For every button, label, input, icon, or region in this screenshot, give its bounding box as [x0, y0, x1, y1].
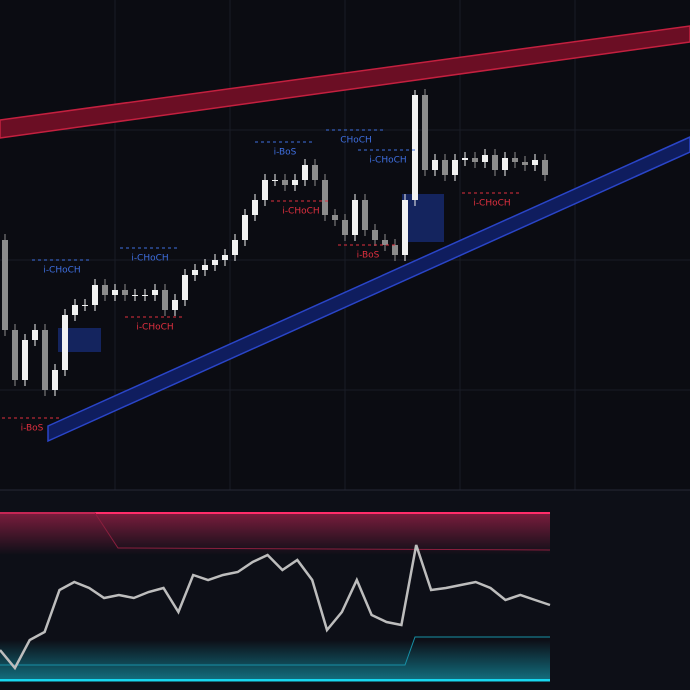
candle-body — [362, 200, 368, 230]
structure-label: i-CHoCH — [369, 156, 406, 166]
structure-label: i-CHoCH — [136, 323, 173, 333]
candle-body — [52, 370, 58, 390]
candle-body — [22, 340, 28, 380]
candle-body — [442, 160, 448, 175]
order-block — [402, 194, 444, 242]
candle-body — [312, 165, 318, 180]
candle-body — [482, 155, 488, 162]
candle-body — [182, 275, 188, 300]
candle-body — [92, 285, 98, 305]
candle-body — [42, 330, 48, 390]
candle-body — [152, 290, 158, 295]
candle-body — [222, 255, 228, 260]
upper-zone — [0, 513, 550, 555]
candle-body — [82, 305, 88, 306]
candle-body — [242, 215, 248, 240]
structure-label: CHoCH — [340, 136, 372, 146]
candle-body — [302, 165, 308, 180]
structure-label: i-CHoCH — [473, 199, 510, 209]
candle-body — [252, 200, 258, 215]
structure-label: i-CHoCH — [131, 254, 168, 264]
candle-body — [352, 200, 358, 235]
candle-body — [232, 240, 238, 255]
candle-body — [192, 270, 198, 275]
structure-label: i-CHoCH — [43, 266, 80, 276]
candle-body — [292, 180, 298, 185]
candle-body — [32, 330, 38, 340]
candle-body — [412, 95, 418, 200]
structure-label: i-BoS — [357, 251, 380, 261]
candle-body — [132, 295, 138, 296]
candle-body — [472, 158, 478, 162]
support-channel — [47, 136, 690, 443]
resistance-channel — [0, 25, 690, 139]
candle-body — [452, 160, 458, 175]
lower-band-inner — [0, 636, 550, 666]
candle-body — [142, 295, 148, 296]
structure-label: i-CHoCH — [282, 207, 319, 217]
candle-body — [122, 290, 128, 295]
upper-band-inner — [0, 512, 551, 551]
candle-body — [372, 230, 378, 240]
oscillator-line — [0, 544, 551, 671]
lower-zone — [0, 640, 550, 682]
candle-body — [2, 240, 8, 330]
candle-body — [102, 285, 108, 295]
candle-body — [272, 180, 278, 181]
candle-body — [402, 200, 408, 255]
candle-body — [322, 180, 328, 215]
candle-body — [502, 158, 508, 170]
candle-body — [512, 158, 518, 162]
candle-body — [332, 215, 338, 220]
candle-body — [112, 290, 118, 295]
candle-body — [282, 180, 288, 185]
candle-body — [432, 160, 438, 170]
candle-body — [62, 315, 68, 370]
candle-body — [342, 220, 348, 235]
candle-body — [12, 330, 18, 380]
structure-label: i-BoS — [21, 424, 44, 434]
candle-body — [422, 95, 428, 170]
candle-body — [542, 160, 548, 175]
candle-body — [202, 265, 208, 270]
candle-body — [382, 240, 388, 245]
candle-body — [392, 245, 398, 255]
candle-body — [462, 158, 468, 160]
candle-body — [162, 290, 168, 310]
candle-body — [262, 180, 268, 200]
structure-label: i-BoS — [274, 148, 297, 158]
candle-body — [172, 300, 178, 310]
candle-body — [212, 260, 218, 265]
candle-body — [522, 162, 528, 165]
candle-body — [532, 160, 538, 165]
candle-body — [492, 155, 498, 170]
candle-body — [72, 305, 78, 315]
